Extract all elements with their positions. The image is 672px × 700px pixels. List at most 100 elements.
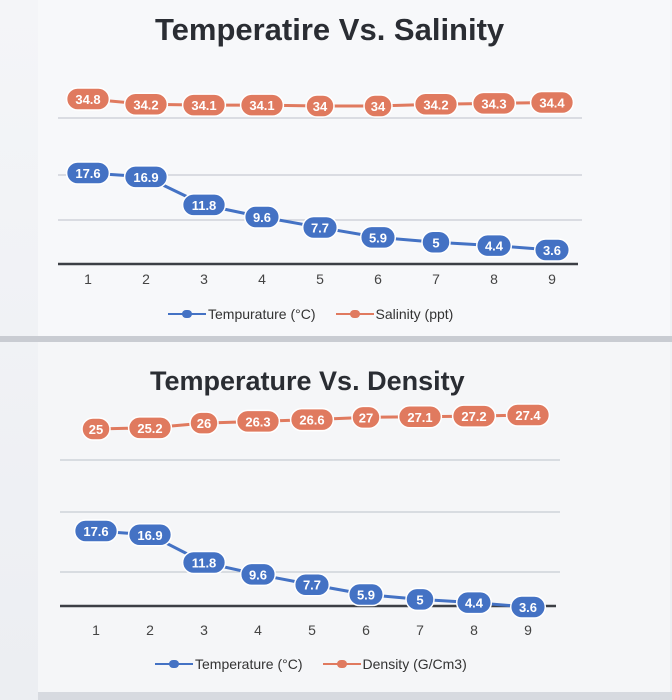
data-marker-density-density-7 [397,405,443,429]
data-marker-salinity-tempurature-8 [475,233,513,258]
legend-label-temperature: Tempurature (°C) [208,306,316,322]
data-marker-density-density-1 [81,417,111,441]
legend-label-density: Density (G/Cm3) [362,656,467,672]
data-marker-salinity-salinity-1 [65,87,111,111]
data-label-density-density-9: 27.4 [515,408,541,423]
data-marker-density-density-2 [127,416,173,440]
data-label-density-density-7: 27.1 [407,410,432,425]
data-marker-salinity-salinity-7 [413,92,459,116]
data-marker-density-density-8 [451,404,497,428]
x-tick-label-density-2: 2 [146,622,154,638]
x-tick-label-salinity-9: 9 [548,271,556,287]
data-label-salinity-salinity-6: 34 [371,99,386,114]
x-tick-label-density-8: 8 [470,622,478,638]
data-marker-salinity-tempurature-9 [533,238,571,262]
data-label-salinity-tempurature-8: 4.4 [485,239,504,254]
data-label-salinity-salinity-2: 34.2 [133,97,158,112]
data-label-salinity-tempurature-3: 11.8 [192,198,217,213]
x-tick-label-salinity-4: 4 [258,271,266,287]
data-marker-salinity-tempurature-3 [181,193,227,217]
legend-label-temperature-2: Temperature (°C) [195,656,303,672]
data-marker-salinity-salinity-8 [471,91,517,116]
x-tick-label-salinity-3: 3 [200,271,208,287]
data-label-salinity-salinity-4: 34.1 [249,98,274,113]
data-label-density-density-1: 25 [89,422,103,437]
data-label-salinity-salinity-5: 34 [313,99,328,114]
data-marker-density-temperature-3 [181,550,227,575]
chart-panel-density [38,340,670,692]
data-marker-salinity-salinity-2 [123,92,169,116]
x-tick-label-density-7: 7 [416,622,424,638]
legend-item-temperature: Tempurature (°C) [168,306,316,322]
data-label-salinity-salinity-9: 34.4 [539,96,565,111]
data-label-salinity-salinity-3: 34.1 [191,98,216,113]
data-marker-density-temperature-7 [405,587,435,612]
legend-salinity: Tempurature (°C) Salinity (ppt) [168,306,473,322]
data-marker-density-temperature-1 [73,519,119,543]
data-marker-density-temperature-9 [509,595,547,619]
legend-swatch-temperature-2 [155,659,193,669]
data-label-density-temperature-6: 5.9 [357,588,375,603]
bottom-strip [38,692,672,700]
data-label-salinity-tempurature-2: 16.9 [133,170,158,185]
data-label-density-temperature-5: 7.7 [303,578,321,593]
data-marker-salinity-salinity-4 [239,93,285,117]
data-label-density-density-8: 27.2 [461,409,486,424]
data-marker-salinity-salinity-6 [363,94,393,118]
legend-label-salinity: Salinity (ppt) [375,306,454,322]
data-label-density-temperature-9: 3.6 [519,600,537,615]
data-marker-salinity-tempurature-5 [301,215,339,240]
data-label-salinity-tempurature-1: 17.6 [75,166,100,181]
chart-title-density: Temperature Vs. Density [150,366,465,396]
legend-item-temperature-2: Temperature (°C) [155,656,303,672]
data-label-density-temperature-4: 9.6 [249,567,267,582]
legend-item-salinity: Salinity (ppt) [335,306,454,322]
x-tick-label-salinity-2: 2 [142,271,150,287]
x-tick-label-density-3: 3 [200,622,208,638]
legend-swatch-temperature [168,309,206,319]
data-marker-salinity-salinity-3 [181,93,227,117]
data-marker-density-density-9 [505,403,551,427]
x-tick-label-salinity-5: 5 [316,271,324,287]
x-tick-label-salinity-7: 7 [432,271,440,287]
x-tick-label-density-5: 5 [308,622,316,638]
data-label-salinity-tempurature-9: 3.6 [543,243,561,258]
data-label-salinity-tempurature-5: 7.7 [311,220,329,235]
legend-swatch-salinity [335,309,374,319]
data-marker-salinity-tempurature-2 [123,165,169,189]
data-marker-density-temperature-4 [239,562,277,587]
data-label-salinity-tempurature-6: 5.9 [369,230,387,245]
data-label-density-temperature-3: 11.8 [192,555,217,570]
x-tick-label-density-4: 4 [254,622,262,638]
data-label-density-density-3: 26 [197,416,211,431]
data-label-salinity-tempurature-4: 9.6 [253,210,271,225]
data-marker-density-temperature-6 [347,582,385,607]
legend-density: Temperature (°C) Density (G/Cm3) [155,656,487,672]
data-label-density-temperature-2: 16.9 [137,528,162,543]
data-label-density-density-4: 26.3 [245,414,270,429]
data-label-salinity-salinity-1: 34.8 [75,92,100,107]
x-tick-label-density-1: 1 [92,622,100,638]
x-tick-label-salinity-1: 1 [84,271,92,287]
data-marker-salinity-salinity-5 [305,94,335,118]
data-label-density-temperature-7: 5 [416,592,423,607]
data-marker-density-temperature-5 [293,572,331,597]
data-label-density-density-6: 27 [359,410,373,425]
data-label-density-temperature-8: 4.4 [465,596,484,611]
data-marker-density-temperature-8 [455,590,493,615]
data-marker-salinity-salinity-9 [529,90,575,115]
data-marker-salinity-tempurature-7 [421,230,451,255]
data-marker-density-density-3 [189,411,219,435]
data-marker-density-temperature-2 [127,523,173,547]
data-marker-salinity-tempurature-6 [359,225,397,250]
x-tick-label-density-9: 9 [524,622,532,638]
panel-divider [0,336,672,342]
data-marker-density-density-5 [289,407,335,432]
x-tick-label-salinity-6: 6 [374,271,382,287]
data-marker-salinity-tempurature-4 [243,205,281,229]
data-label-density-density-2: 25.2 [137,421,162,436]
legend-swatch-density [322,659,361,669]
data-marker-salinity-tempurature-1 [65,161,111,185]
data-marker-density-density-4 [235,409,281,434]
